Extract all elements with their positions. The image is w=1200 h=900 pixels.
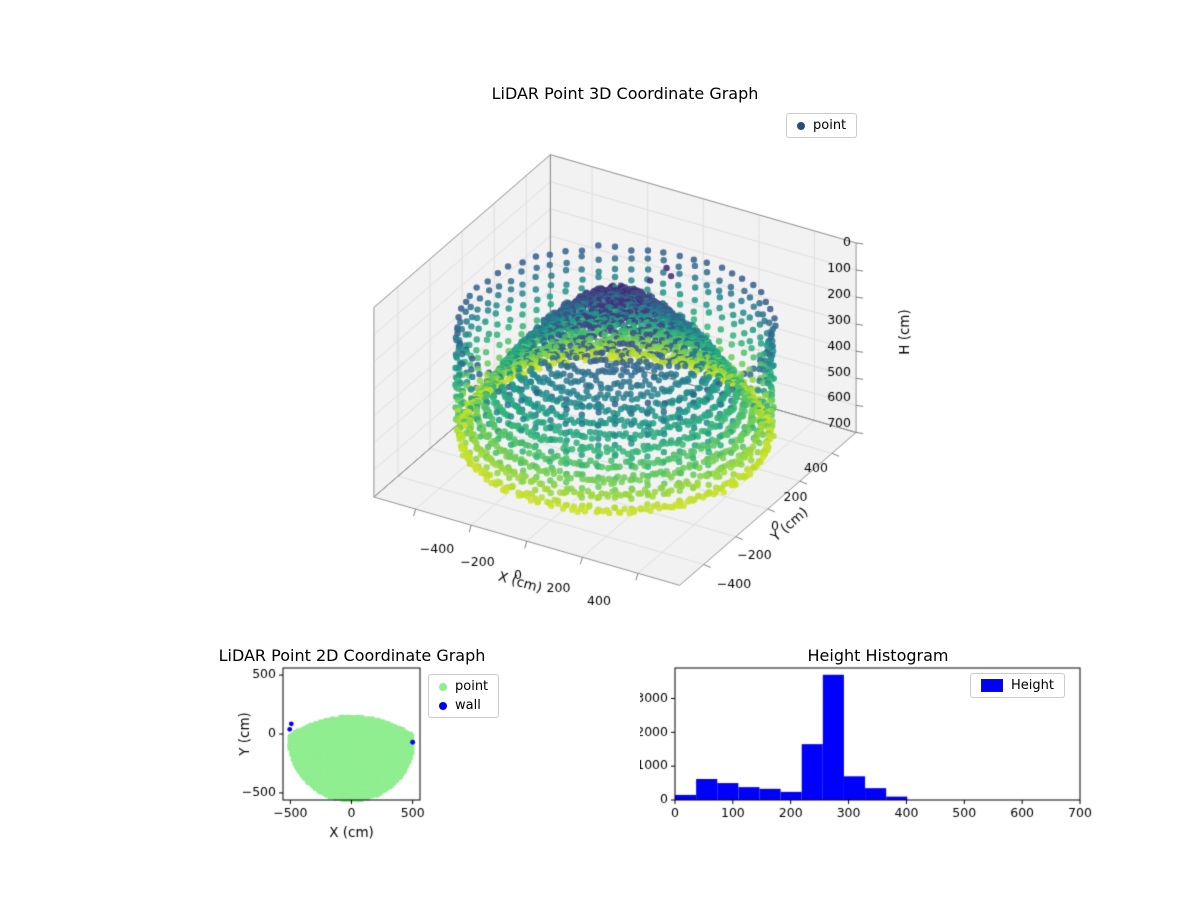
- legend-label-height: Height: [1011, 678, 1054, 693]
- legend-item-wall-2d: wall: [439, 698, 488, 713]
- plot3d-legend: point: [786, 113, 858, 138]
- point-marker-icon: [439, 682, 447, 691]
- wall-marker-icon: [439, 701, 447, 710]
- legend-label-point-2d: point: [455, 679, 489, 694]
- height-bar-swatch-icon: [981, 679, 1003, 692]
- legend-item-height: Height: [981, 678, 1054, 693]
- lidar-3d-scatter-plot: [315, 105, 935, 650]
- point-marker-icon: [797, 121, 805, 130]
- plot2d-legend: point wall: [428, 674, 500, 718]
- legend-label-point-3d: point: [813, 118, 847, 133]
- legend-label-wall-2d: wall: [455, 698, 481, 713]
- lidar-2d-scatter-plot: [215, 640, 540, 860]
- plot3d-title: LiDAR Point 3D Coordinate Graph: [491, 84, 759, 103]
- legend-item-point-3d: point: [797, 118, 846, 133]
- histogram-legend: Height: [970, 673, 1065, 698]
- legend-item-point-2d: point: [439, 679, 488, 694]
